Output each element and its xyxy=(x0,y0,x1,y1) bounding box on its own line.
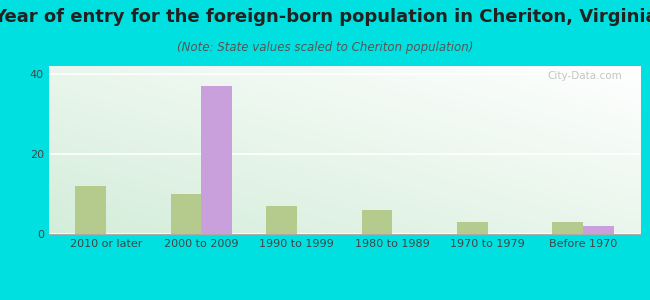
Text: Year of entry for the foreign-born population in Cheriton, Virginia: Year of entry for the foreign-born popul… xyxy=(0,8,650,26)
Bar xyxy=(361,210,392,234)
Text: City-Data.com: City-Data.com xyxy=(548,71,623,81)
Bar xyxy=(583,226,614,234)
Text: (Note: State values scaled to Cheriton population): (Note: State values scaled to Cheriton p… xyxy=(177,40,473,53)
Bar xyxy=(202,86,232,234)
Bar xyxy=(75,186,106,234)
Bar xyxy=(171,194,202,234)
Bar xyxy=(552,222,583,234)
Bar xyxy=(266,206,297,234)
Bar xyxy=(457,222,488,234)
